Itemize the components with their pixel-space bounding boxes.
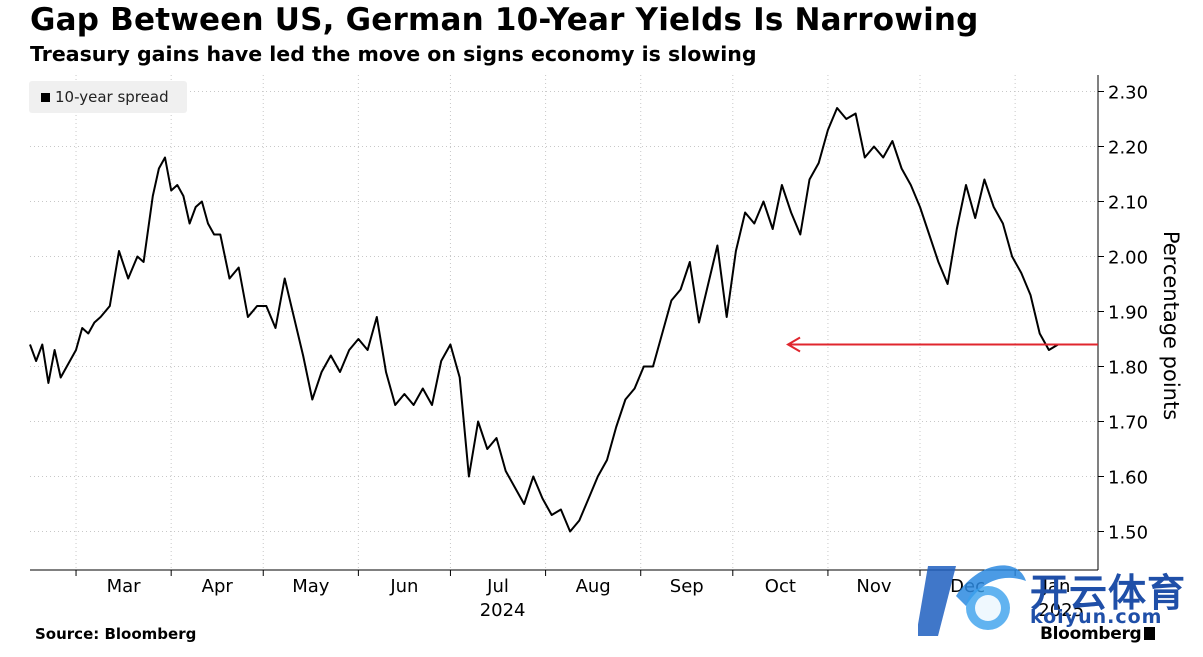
grid-layer [30,75,1098,570]
y-tick-label: 1.80 [1108,358,1148,379]
x-tick-label: Sep [670,576,704,597]
watermark-logo-icon [918,565,1026,636]
x-year-label: 2024 [480,600,526,621]
y-tick-label: 2.10 [1108,193,1148,214]
x-tick-label: Apr [202,576,234,597]
y-tick-label: 2.30 [1108,83,1148,104]
annotation-layer [786,336,1098,353]
x-year-label: 2025 [1038,600,1084,621]
x-tick-label: Jan [1042,576,1071,597]
y-axis-label: Percentage points [1159,231,1183,420]
legend-label: 10-year spread [55,88,169,106]
y-tick-label: 1.90 [1108,303,1148,324]
legend-swatch [41,92,50,102]
x-tick-label: Jul [486,576,509,597]
y-tick-label: 1.70 [1108,413,1148,434]
legend: 10-year spread [29,81,187,113]
y-tick-label: 2.00 [1108,248,1148,269]
x-tick-label: Jun [389,576,418,597]
chart-title: Gap Between US, German 10-Year Yields Is… [30,2,979,38]
x-tick-label: Aug [576,576,611,597]
series-line [29,107,1098,533]
annotation-arrowhead [786,336,801,353]
x-tick-label: Mar [107,576,142,597]
brand-logo: Bloomberg [1040,624,1156,644]
chart-subtitle: Treasury gains have led the move on sign… [30,42,757,66]
y-tick-label: 1.60 [1108,468,1148,489]
watermark-text-en: koiyun.com [1030,606,1163,628]
x-tick-label: Nov [856,576,891,597]
brand-mark-icon [1144,627,1156,640]
y-tick-label: 1.50 [1108,523,1148,544]
source-note: Source: Bloomberg [35,625,197,643]
x-tick-label: Oct [765,576,796,597]
x-tick-label: May [292,576,330,597]
watermark-text-cn: 开云体育 [1030,571,1187,615]
brand-text: Bloomberg [1040,624,1142,644]
series-layer [29,107,1098,533]
axis-layer: 1.50 1.60 1.70 1.80 1.90 2.00 2.10 2.20 2.30 Perc… [30,75,1183,621]
y-tick-label: 2.20 [1108,138,1148,159]
